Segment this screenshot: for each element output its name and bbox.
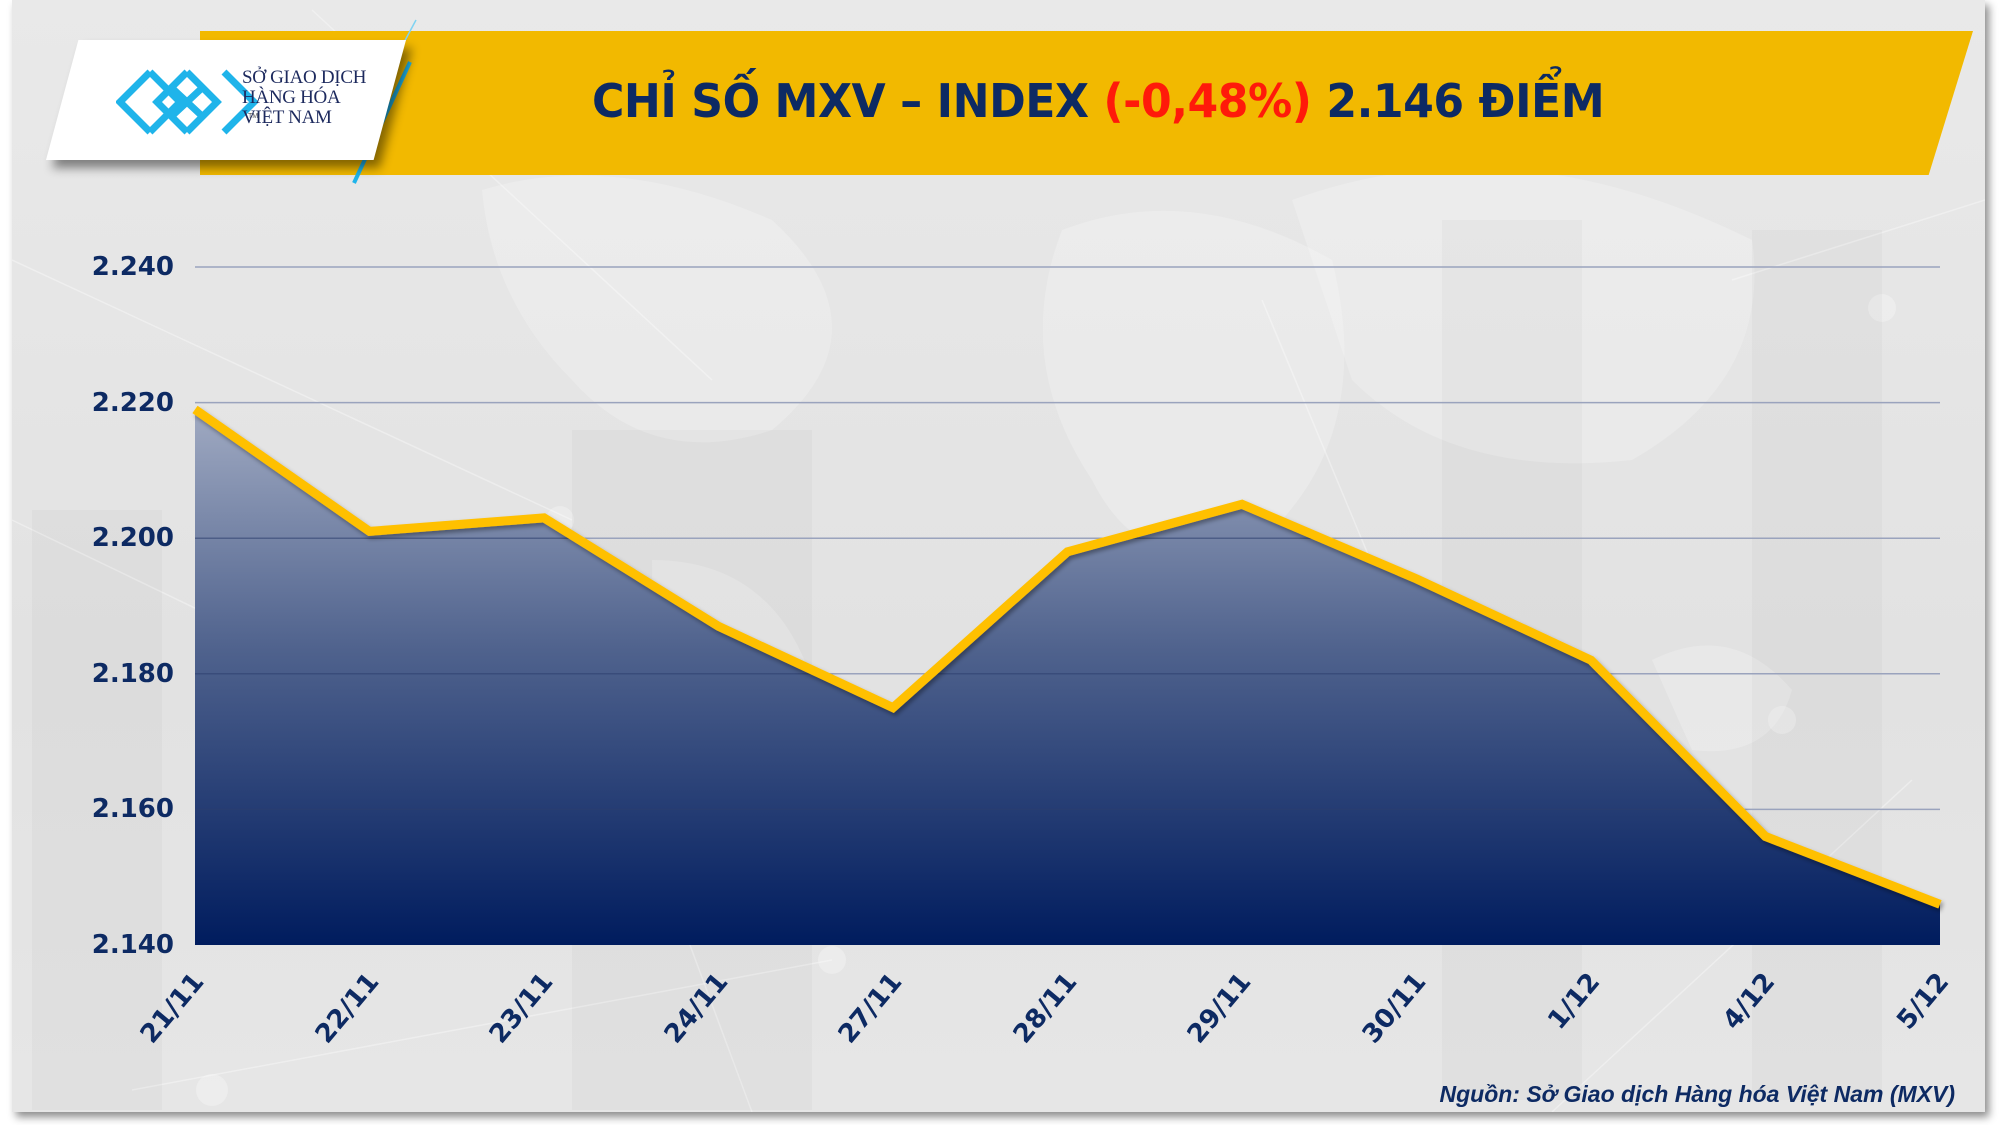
logo-line-2: HÀNG HÓA: [242, 87, 341, 108]
y-tick-label: 2.200: [91, 523, 174, 554]
logo-plate: [46, 40, 406, 160]
mxv-logo-icon: [116, 69, 258, 135]
y-tick-label: 2.140: [91, 930, 174, 960]
mxv-logo: TM SỞ GIAO DỊCH HÀNG HÓA VIỆT NAM: [46, 40, 406, 160]
index-line: [192, 405, 1942, 909]
title-prefix: CHỈ SỐ MXV – INDEX: [592, 74, 1089, 128]
chart-card: TM SỞ GIAO DỊCH HÀNG HÓA VIỆT NAM CHỈ SỐ…: [12, 0, 1985, 1112]
y-tick-label: 2.160: [91, 794, 174, 825]
logo-line-3: VIỆT NAM: [242, 107, 332, 128]
source-note: Nguồn: Sở Giao dịch Hàng hóa Việt Nam (M…: [1439, 1081, 1955, 1107]
title-banner: [200, 31, 1973, 175]
title-value: 2.146 ĐIỂM: [1326, 74, 1605, 128]
y-tick-label: 2.180: [91, 658, 174, 689]
logo-wordmark: SỞ GIAO DỊCH HÀNG HÓA VIỆT NAM: [242, 68, 366, 128]
trademark-mark: TM: [248, 113, 259, 120]
area-fill: [195, 409, 1940, 945]
logo-line-1: SỞ GIAO DỊCH: [242, 67, 367, 88]
area-chart: [192, 266, 1942, 945]
y-tick-label: 2.220: [91, 387, 174, 418]
title-change-percent: (-0,48%): [1103, 74, 1312, 128]
y-tick-label: 2.240: [91, 252, 174, 282]
chart-title: CHỈ SỐ MXV – INDEX (-0,48%) 2.146 ĐIỂM: [592, 66, 1605, 136]
